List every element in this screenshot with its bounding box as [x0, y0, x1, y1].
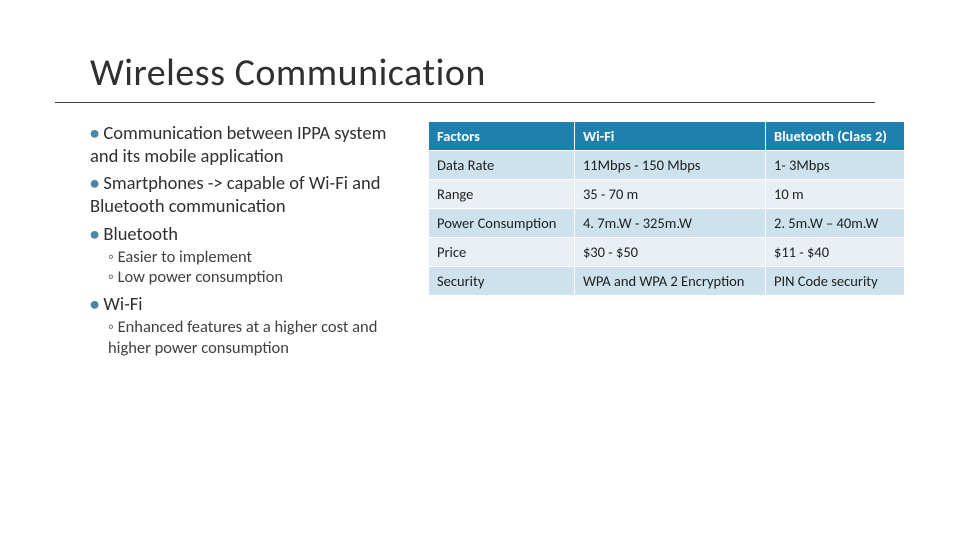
- table-cell: 11Mbps - 150 Mbps: [574, 151, 765, 180]
- table-cell: 4. 7m.W - 325m.W: [574, 209, 765, 238]
- table-cell: Power Consumption: [429, 209, 575, 238]
- bullet-text: Communication between IPPA system and it…: [90, 121, 386, 167]
- table-header-row: Factors Wi-Fi Bluetooth (Class 2): [429, 122, 905, 151]
- right-column: Factors Wi-Fi Bluetooth (Class 2) Data R…: [410, 121, 905, 362]
- title-underline: [55, 102, 875, 103]
- table-cell: Price: [429, 238, 575, 267]
- bullet-text: Smartphones -> capable of Wi-Fi and Blue…: [90, 171, 380, 217]
- sub-text: Easier to implement: [118, 247, 252, 267]
- table-cell: $30 - $50: [574, 238, 765, 267]
- sub-list: Easier to implement Low power consumptio…: [108, 247, 390, 288]
- sub-text: Low power consumption: [118, 267, 283, 287]
- table-cell: Data Rate: [429, 151, 575, 180]
- table-row: Security WPA and WPA 2 Encryption PIN Co…: [429, 267, 905, 296]
- bullet-text: Bluetooth: [103, 222, 178, 245]
- bullet-item: Bluetooth Easier to implement Low power …: [90, 222, 390, 288]
- sub-item: Easier to implement: [108, 247, 390, 268]
- sub-item: Low power consumption: [108, 267, 390, 288]
- table-cell: WPA and WPA 2 Encryption: [574, 267, 765, 296]
- table-row: Range 35 - 70 m 10 m: [429, 180, 905, 209]
- table-row: Data Rate 11Mbps - 150 Mbps 1- 3Mbps: [429, 151, 905, 180]
- table-cell: 2. 5m.W – 40m.W: [765, 209, 904, 238]
- table-cell: 1- 3Mbps: [765, 151, 904, 180]
- left-column: Communication between IPPA system and it…: [90, 121, 410, 362]
- table-header-cell: Wi-Fi: [574, 122, 765, 151]
- table-cell: PIN Code security: [765, 267, 904, 296]
- body-columns: Communication between IPPA system and it…: [90, 121, 905, 362]
- sub-text: Enhanced features at a higher cost and h…: [108, 317, 377, 358]
- table-cell: Range: [429, 180, 575, 209]
- slide: { "title": "Wireless Communication", "bu…: [0, 0, 960, 540]
- comparison-table: Factors Wi-Fi Bluetooth (Class 2) Data R…: [428, 121, 905, 296]
- bullet-item: Communication between IPPA system and it…: [90, 121, 390, 167]
- bullet-item: Wi-Fi Enhanced features at a higher cost…: [90, 292, 390, 358]
- table-header-cell: Bluetooth (Class 2): [765, 122, 904, 151]
- bullet-text: Wi-Fi: [103, 292, 142, 315]
- table-cell: 10 m: [765, 180, 904, 209]
- sub-item: Enhanced features at a higher cost and h…: [108, 317, 390, 358]
- table-row: Price $30 - $50 $11 - $40: [429, 238, 905, 267]
- table-row: Power Consumption 4. 7m.W - 325m.W 2. 5m…: [429, 209, 905, 238]
- bullet-list: Communication between IPPA system and it…: [90, 121, 390, 358]
- table-cell: 35 - 70 m: [574, 180, 765, 209]
- bullet-item: Smartphones -> capable of Wi-Fi and Blue…: [90, 171, 390, 217]
- table-header-cell: Factors: [429, 122, 575, 151]
- sub-list: Enhanced features at a higher cost and h…: [108, 317, 390, 358]
- table-cell: Security: [429, 267, 575, 296]
- page-title: Wireless Communication: [90, 50, 905, 96]
- table-cell: $11 - $40: [765, 238, 904, 267]
